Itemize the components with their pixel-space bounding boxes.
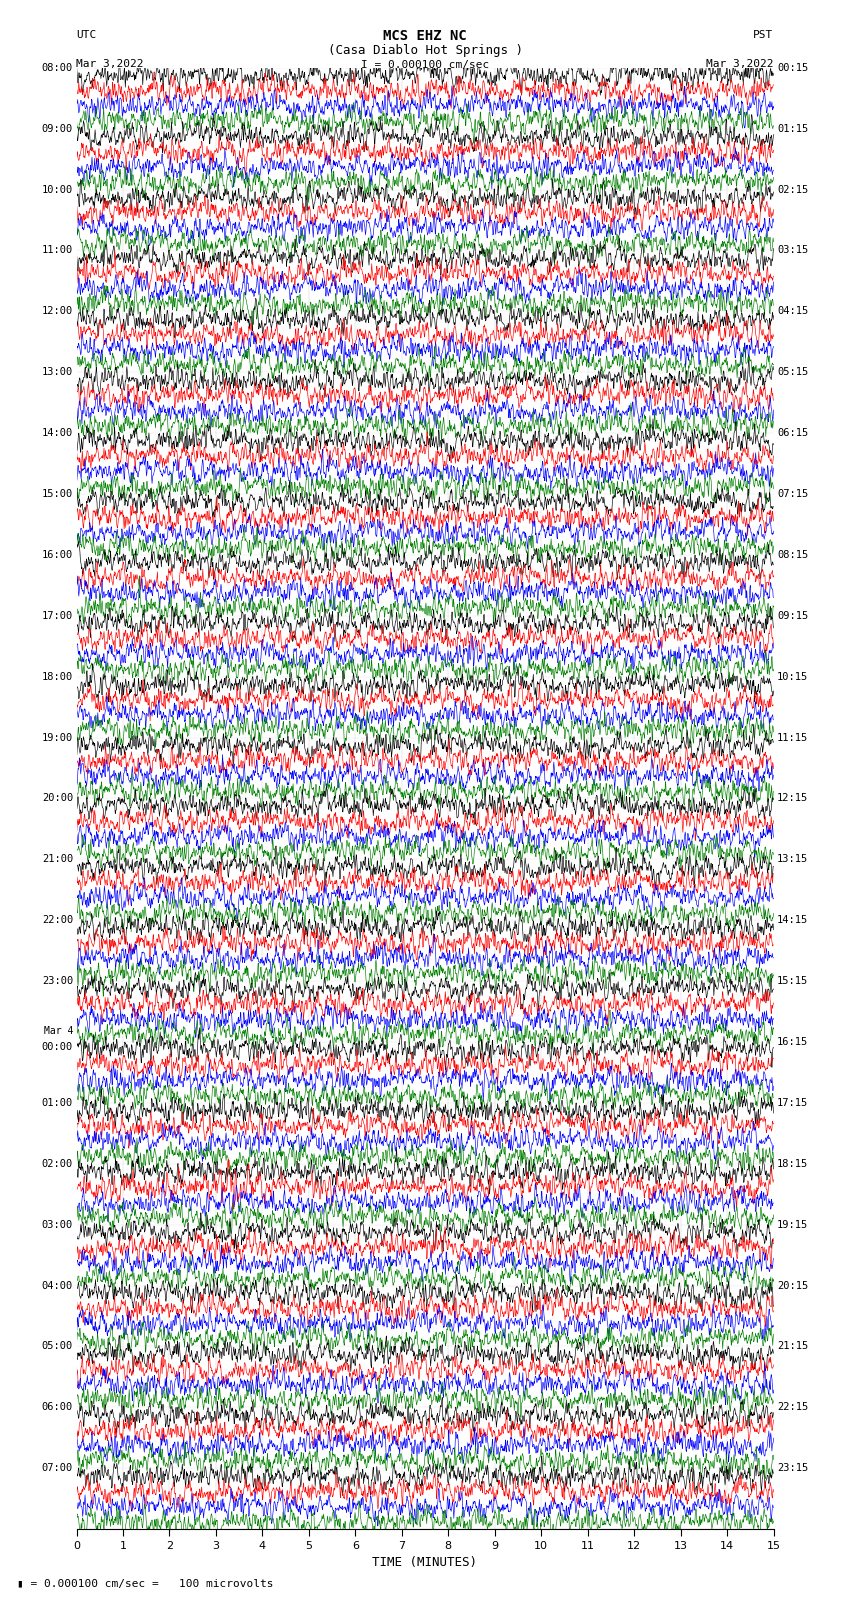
Text: 03:00: 03:00 [42,1219,73,1229]
Text: 07:15: 07:15 [777,489,808,498]
Text: 03:15: 03:15 [777,245,808,255]
Text: 13:15: 13:15 [777,855,808,865]
Text: 18:00: 18:00 [42,671,73,682]
Text: 14:00: 14:00 [42,427,73,439]
Text: 20:15: 20:15 [777,1281,808,1290]
Text: ▮ = 0.000100 cm/sec =   100 microvolts: ▮ = 0.000100 cm/sec = 100 microvolts [17,1579,274,1589]
Text: 16:00: 16:00 [42,550,73,560]
Text: 05:15: 05:15 [777,368,808,377]
Text: 22:15: 22:15 [777,1402,808,1413]
Text: (Casa Diablo Hot Springs ): (Casa Diablo Hot Springs ) [327,44,523,58]
Text: 07:00: 07:00 [42,1463,73,1473]
Text: 05:00: 05:00 [42,1342,73,1352]
Text: 21:00: 21:00 [42,855,73,865]
X-axis label: TIME (MINUTES): TIME (MINUTES) [372,1557,478,1569]
Text: 14:15: 14:15 [777,915,808,926]
Text: 12:00: 12:00 [42,306,73,316]
Text: 10:00: 10:00 [42,184,73,195]
Text: 13:00: 13:00 [42,368,73,377]
Text: 15:00: 15:00 [42,489,73,498]
Text: Mar 4: Mar 4 [43,1026,73,1036]
Text: 08:15: 08:15 [777,550,808,560]
Text: 17:15: 17:15 [777,1098,808,1108]
Text: 06:00: 06:00 [42,1402,73,1413]
Text: 04:00: 04:00 [42,1281,73,1290]
Text: 02:00: 02:00 [42,1158,73,1169]
Text: 10:15: 10:15 [777,671,808,682]
Text: 01:00: 01:00 [42,1098,73,1108]
Text: 23:00: 23:00 [42,976,73,986]
Text: 22:00: 22:00 [42,915,73,926]
Text: Mar 3,2022: Mar 3,2022 [76,58,144,69]
Text: 06:15: 06:15 [777,427,808,439]
Text: Mar 3,2022: Mar 3,2022 [706,58,774,69]
Text: 09:00: 09:00 [42,124,73,134]
Text: 00:15: 00:15 [777,63,808,73]
Text: 16:15: 16:15 [777,1037,808,1047]
Text: 00:00: 00:00 [42,1042,73,1052]
Text: 09:15: 09:15 [777,611,808,621]
Text: 08:00: 08:00 [42,63,73,73]
Text: 18:15: 18:15 [777,1158,808,1169]
Text: 15:15: 15:15 [777,976,808,986]
Text: 12:15: 12:15 [777,794,808,803]
Text: PST: PST [753,29,774,39]
Text: 19:15: 19:15 [777,1219,808,1229]
Text: 17:00: 17:00 [42,611,73,621]
Text: 19:00: 19:00 [42,732,73,742]
Text: 21:15: 21:15 [777,1342,808,1352]
Text: 23:15: 23:15 [777,1463,808,1473]
Text: MCS EHZ NC: MCS EHZ NC [383,29,467,44]
Text: 02:15: 02:15 [777,184,808,195]
Text: I = 0.000100 cm/sec: I = 0.000100 cm/sec [361,60,489,69]
Text: 11:15: 11:15 [777,732,808,742]
Text: 04:15: 04:15 [777,306,808,316]
Text: 01:15: 01:15 [777,124,808,134]
Text: 20:00: 20:00 [42,794,73,803]
Text: UTC: UTC [76,29,97,39]
Text: 11:00: 11:00 [42,245,73,255]
